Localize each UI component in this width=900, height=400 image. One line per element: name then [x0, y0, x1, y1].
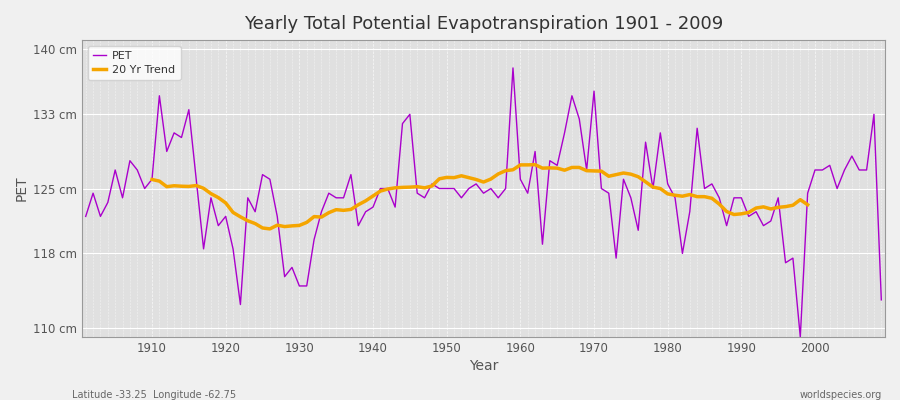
- 20 Yr Trend: [706, 196, 717, 201]
- PET: [876, 298, 886, 302]
- 20 Yr Trend: [353, 202, 364, 207]
- PET: [302, 284, 312, 288]
- PET: [140, 186, 150, 191]
- 20 Yr Trend: [721, 209, 732, 214]
- PET: [515, 177, 526, 182]
- 20 Yr Trend: [802, 202, 813, 207]
- Text: Latitude -33.25  Longitude -62.75: Latitude -33.25 Longitude -62.75: [72, 390, 236, 400]
- PET: [611, 256, 622, 260]
- 20 Yr Trend: [147, 177, 158, 182]
- PET: [346, 172, 356, 177]
- 20 Yr Trend: [788, 203, 798, 208]
- Title: Yearly Total Potential Evapotranspiration 1901 - 2009: Yearly Total Potential Evapotranspiratio…: [244, 15, 723, 33]
- Text: worldspecies.org: worldspecies.org: [800, 390, 882, 400]
- Legend: PET, 20 Yr Trend: PET, 20 Yr Trend: [87, 46, 181, 80]
- PET: [795, 334, 806, 339]
- 20 Yr Trend: [530, 162, 541, 167]
- 20 Yr Trend: [235, 214, 246, 219]
- Y-axis label: PET: PET: [15, 176, 29, 201]
- PET: [508, 66, 518, 70]
- 20 Yr Trend: [618, 171, 629, 176]
- X-axis label: Year: Year: [469, 359, 499, 373]
- PET: [80, 214, 91, 219]
- Line: 20 Yr Trend: 20 Yr Trend: [152, 165, 807, 229]
- 20 Yr Trend: [265, 226, 275, 231]
- Line: PET: PET: [86, 68, 881, 337]
- PET: [522, 191, 533, 196]
